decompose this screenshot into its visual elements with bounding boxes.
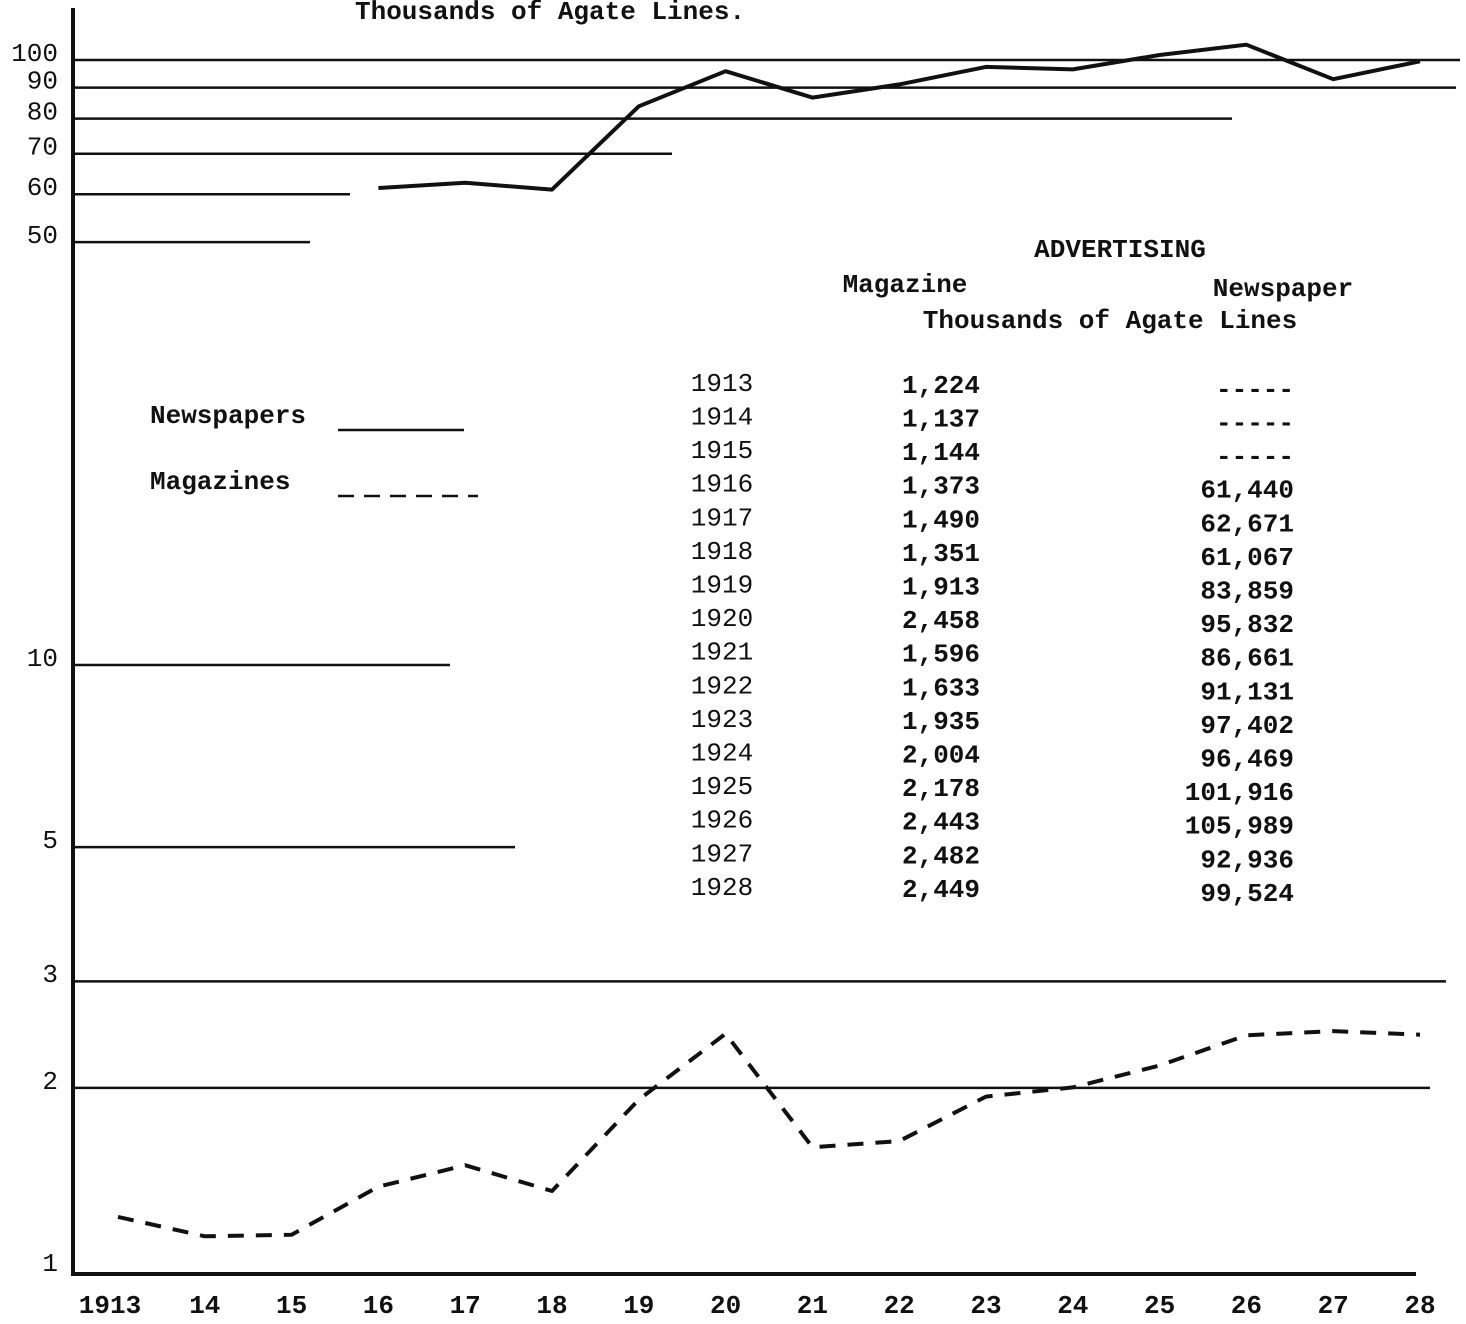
y-tick-label: 50 — [27, 221, 58, 251]
table-magazine: 1,633 — [902, 673, 980, 703]
x-tick-label: 26 — [1231, 1291, 1262, 1321]
x-tick-label: 25 — [1144, 1291, 1175, 1321]
x-tick-label: 16 — [363, 1291, 394, 1321]
y-tick-label: 80 — [27, 98, 58, 128]
x-tick-label: 17 — [450, 1291, 481, 1321]
table-year: 1924 — [691, 738, 753, 768]
table-magazine: 1,913 — [902, 572, 980, 602]
table-magazine: 1,935 — [902, 707, 980, 737]
table-year: 1920 — [691, 604, 753, 634]
table-column-header: Newspaper — [1213, 274, 1353, 304]
series-line — [117, 1029, 1421, 1239]
x-tick-label: 14 — [189, 1291, 220, 1321]
table-magazine: 1,137 — [902, 404, 980, 434]
table-magazine: 1,373 — [902, 472, 980, 502]
table-column-header: Magazine — [843, 270, 968, 300]
table-newspaper: 97,402 — [1200, 711, 1294, 741]
table-newspaper: ----- — [1216, 375, 1294, 405]
legend-label: Newspapers — [150, 401, 306, 431]
table-newspaper: 99,524 — [1200, 879, 1294, 909]
x-tick-label: 22 — [884, 1291, 915, 1321]
x-tick-label: 24 — [1057, 1291, 1088, 1321]
table-title: ADVERTISING — [1034, 235, 1206, 265]
y-tick-label: 70 — [27, 133, 58, 163]
table-magazine: 2,458 — [902, 606, 980, 636]
table-magazine: 1,596 — [902, 640, 980, 670]
table-magazine: 2,443 — [902, 808, 980, 838]
table-newspaper: 91,131 — [1200, 677, 1294, 707]
table-magazine: 1,144 — [902, 438, 980, 468]
table-magazine: 2,178 — [902, 774, 980, 804]
table-year: 1917 — [691, 503, 753, 533]
table-newspaper: 86,661 — [1200, 644, 1294, 674]
series-line — [378, 42, 1421, 192]
legend-label: Magazines — [150, 467, 290, 497]
table-year: 1916 — [691, 470, 753, 500]
table-newspaper: 61,067 — [1200, 543, 1294, 573]
table-newspaper: 96,469 — [1200, 744, 1294, 774]
table-newspaper: 62,671 — [1200, 509, 1294, 539]
y-tick-label: 5 — [42, 826, 58, 856]
x-tick-label: 19 — [623, 1291, 654, 1321]
table-newspaper: 105,989 — [1185, 812, 1294, 842]
y-tick-label: 1 — [42, 1249, 58, 1279]
x-tick-label: 27 — [1318, 1291, 1349, 1321]
x-tick-label: 20 — [710, 1291, 741, 1321]
table-year: 1927 — [691, 839, 753, 869]
table-year: 1919 — [691, 570, 753, 600]
x-tick-label: 23 — [970, 1291, 1001, 1321]
table-year: 1918 — [691, 537, 753, 567]
table-year: 1914 — [691, 402, 753, 432]
table-magazine: 1,490 — [902, 505, 980, 535]
table-year: 1913 — [691, 369, 753, 399]
table-newspaper: 92,936 — [1200, 845, 1294, 875]
y-tick-label: 60 — [27, 173, 58, 203]
table-year: 1915 — [691, 436, 753, 466]
table-newspaper: 83,859 — [1200, 576, 1294, 606]
y-tick-label: 10 — [27, 644, 58, 674]
table-year: 1925 — [691, 772, 753, 802]
table-magazine: 1,224 — [902, 371, 980, 401]
x-tick-label: 28 — [1404, 1291, 1435, 1321]
table-newspaper: ----- — [1216, 442, 1294, 472]
table-year: 1926 — [691, 806, 753, 836]
y-tick-label: 90 — [27, 67, 58, 97]
table-newspaper: 101,916 — [1185, 778, 1294, 808]
y-tick-label: 2 — [42, 1067, 58, 1097]
table-newspaper: ----- — [1216, 408, 1294, 438]
table-unit: Thousands of Agate Lines — [923, 306, 1297, 336]
x-tick-label: 21 — [797, 1291, 828, 1321]
chart-title: Thousands of Agate Lines. — [355, 0, 745, 27]
table-year: 1922 — [691, 671, 753, 701]
y-tick-label: 3 — [42, 960, 58, 990]
x-tick-label: 18 — [536, 1291, 567, 1321]
table-year: 1923 — [691, 705, 753, 735]
table-magazine: 2,004 — [902, 740, 980, 770]
table-newspaper: 61,440 — [1200, 476, 1294, 506]
y-tick-label: 100 — [11, 39, 58, 69]
table-magazine: 2,449 — [902, 875, 980, 905]
table-year: 1928 — [691, 873, 753, 903]
x-tick-label: 15 — [276, 1291, 307, 1321]
x-tick-label: 1913 — [79, 1291, 141, 1321]
table-magazine: 2,482 — [902, 841, 980, 871]
table-magazine: 1,351 — [902, 539, 980, 569]
table-year: 1921 — [691, 638, 753, 668]
table-newspaper: 95,832 — [1200, 610, 1294, 640]
